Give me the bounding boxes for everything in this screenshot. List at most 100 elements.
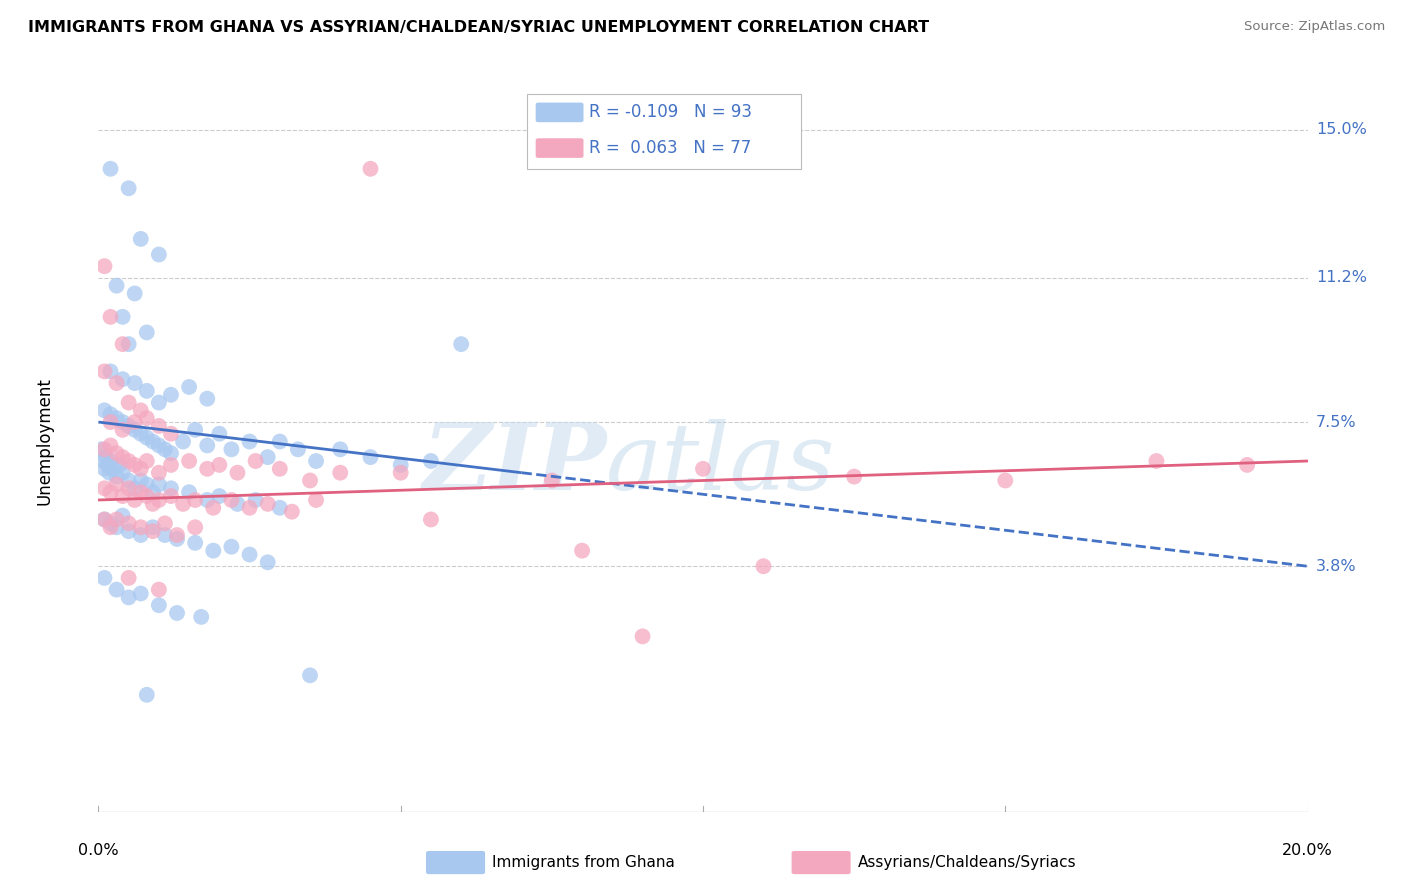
Point — [129, 586, 152, 600]
Point — [105, 477, 128, 491]
Point — [160, 481, 183, 495]
Point — [98, 466, 121, 480]
Point — [389, 466, 412, 480]
Point — [160, 489, 183, 503]
Point — [105, 469, 128, 483]
Point — [1146, 454, 1168, 468]
Point — [208, 426, 231, 441]
Point — [166, 532, 188, 546]
Text: Unemployment: Unemployment — [35, 377, 53, 506]
Point — [124, 423, 146, 437]
Point — [148, 419, 170, 434]
Point — [93, 259, 115, 273]
Point — [124, 415, 146, 429]
Point — [93, 462, 115, 476]
Point — [245, 493, 267, 508]
Text: 20.0%: 20.0% — [1282, 843, 1333, 858]
Point — [100, 407, 122, 421]
Point — [118, 524, 141, 538]
Point — [111, 466, 134, 480]
Point — [124, 481, 146, 495]
Point — [105, 376, 128, 390]
Text: 11.2%: 11.2% — [1316, 270, 1367, 285]
Point — [90, 442, 112, 457]
Text: ZIP: ZIP — [422, 418, 606, 508]
Point — [994, 474, 1017, 488]
Point — [129, 232, 152, 246]
Point — [153, 442, 176, 457]
Point — [118, 419, 141, 434]
Point — [118, 474, 141, 488]
Point — [269, 434, 291, 449]
Point — [93, 571, 115, 585]
Point — [360, 450, 382, 464]
Point — [135, 454, 157, 468]
Point — [103, 462, 125, 476]
Point — [195, 462, 218, 476]
Point — [160, 426, 183, 441]
Point — [269, 462, 291, 476]
Point — [239, 434, 262, 449]
Point — [202, 543, 225, 558]
Point — [129, 485, 152, 500]
Text: 3.8%: 3.8% — [1316, 558, 1357, 574]
Point — [135, 411, 157, 425]
Text: Immigrants from Ghana: Immigrants from Ghana — [492, 855, 675, 870]
Point — [105, 278, 128, 293]
Point — [93, 512, 115, 526]
Point — [129, 528, 152, 542]
Text: 7.5%: 7.5% — [1316, 415, 1357, 430]
Point — [360, 161, 382, 176]
Point — [172, 497, 194, 511]
Point — [111, 310, 134, 324]
Point — [221, 540, 243, 554]
Point — [118, 591, 141, 605]
Point — [190, 610, 212, 624]
Point — [105, 582, 128, 597]
Point — [118, 571, 141, 585]
Point — [111, 337, 134, 351]
Point — [100, 485, 122, 500]
Point — [129, 426, 152, 441]
Point — [221, 442, 243, 457]
Point — [100, 520, 122, 534]
Point — [195, 493, 218, 508]
Point — [420, 454, 443, 468]
Point — [142, 524, 165, 538]
Point — [124, 286, 146, 301]
Point — [135, 384, 157, 398]
Point — [299, 668, 322, 682]
Point — [256, 450, 278, 464]
Point — [172, 434, 194, 449]
Point — [142, 497, 165, 511]
Point — [153, 516, 176, 531]
Point — [142, 520, 165, 534]
Point — [105, 446, 128, 460]
Point — [160, 458, 183, 472]
Point — [221, 493, 243, 508]
Point — [118, 337, 141, 351]
Point — [540, 474, 562, 488]
Point — [111, 489, 134, 503]
Point — [111, 415, 134, 429]
Point — [299, 474, 322, 488]
Point — [305, 493, 328, 508]
Point — [142, 485, 165, 500]
Point — [100, 364, 122, 378]
Text: atlas: atlas — [606, 418, 835, 508]
Point — [256, 555, 278, 569]
Point — [135, 489, 157, 503]
Point — [129, 462, 152, 476]
Point — [148, 582, 170, 597]
Point — [129, 403, 152, 417]
Point — [305, 454, 328, 468]
Point — [93, 481, 115, 495]
Point — [148, 466, 170, 480]
Point — [135, 477, 157, 491]
Point — [256, 497, 278, 511]
Point — [571, 543, 593, 558]
Point — [208, 458, 231, 472]
Point — [142, 434, 165, 449]
Point — [179, 454, 201, 468]
Point — [281, 505, 304, 519]
